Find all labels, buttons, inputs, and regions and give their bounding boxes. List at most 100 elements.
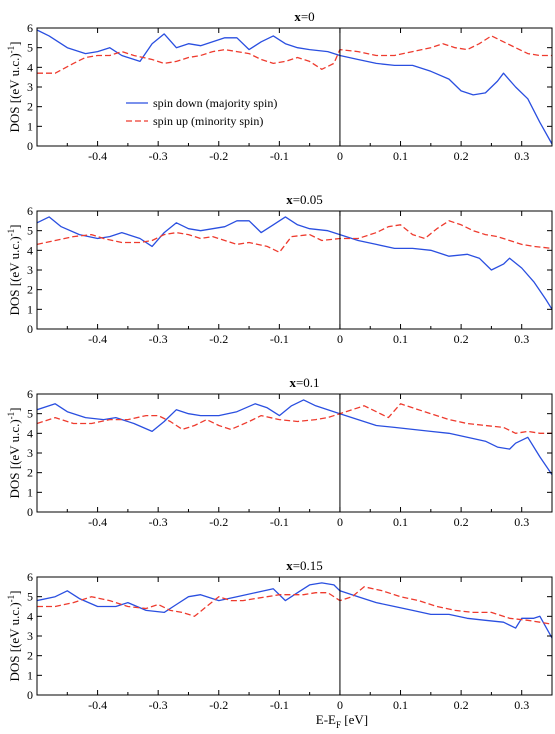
x-tick-label: 0.3	[514, 332, 529, 346]
x-axis-label-subscript: F	[336, 720, 341, 730]
spin-down-line	[37, 29, 552, 145]
x-tick-label: -0.4	[88, 149, 107, 163]
x-tick-label: -0.1	[270, 332, 289, 346]
x-tick-label: -0.2	[209, 149, 228, 163]
x-tick-label: -0.2	[209, 332, 228, 346]
y-tick-label: 6	[27, 570, 33, 584]
y-tick-label: 4	[27, 243, 33, 257]
plot-frame	[36, 393, 553, 513]
y-tick-label: 4	[27, 609, 33, 623]
y-tick-label: 6	[27, 387, 33, 401]
x-tick-label: -0.4	[88, 515, 107, 529]
x-tick-label: 0.1	[393, 698, 408, 712]
x-tick-label: -0.3	[149, 332, 168, 346]
spin-down-line	[37, 216, 552, 310]
y-tick-label: 4	[27, 60, 33, 74]
y-axis-label-close: ]	[7, 407, 22, 411]
y-axis-label: DOS [(eV u.c.)-1]	[6, 590, 22, 681]
dos-panel: -0.4 -0.3 -0.2 -0.1 0 0.1 0.2 0.3 0 1 2 3 4 5 6 x=0 DOS …	[6, 9, 553, 163]
dos-panel: -0.4 -0.3 -0.2 -0.1 0 0.1 0.2 0.3 0 1 2 3 4 5 6 x=0.1 DO…	[6, 375, 553, 529]
y-tick-label: 0	[27, 139, 33, 153]
x-tick-label: 0.2	[454, 149, 469, 163]
y-axis-label: DOS [(eV u.c.)-1]	[6, 224, 22, 315]
x-tick-label: -0.1	[270, 149, 289, 163]
y-tick-label: 2	[27, 466, 33, 480]
y-tick-label: 3	[27, 446, 33, 460]
panel-title: x=0.1	[289, 375, 319, 390]
y-axis-label-close: ]	[7, 590, 22, 594]
x-tick-label: 0.2	[454, 332, 469, 346]
y-tick-label: 0	[27, 505, 33, 519]
x-tick-label: -0.1	[270, 698, 289, 712]
x-tick-label: 0.3	[514, 149, 529, 163]
dos-panel: -0.4 -0.3 -0.2 -0.1 0 0.1 0.2 0.3 0 1 2 3 4 5 6 x=0.05 D…	[6, 192, 553, 346]
x-tick-label: 0	[337, 332, 343, 346]
panel-title: x=0.15	[286, 558, 323, 573]
y-tick-label: 6	[27, 21, 33, 35]
x-tick-label: 0.3	[514, 515, 529, 529]
y-tick-label: 1	[27, 485, 33, 499]
y-axis-label-main: DOS [(eV u.c.)	[7, 419, 22, 498]
x-tick-label: 0.1	[393, 149, 408, 163]
legend-label-spin-down: spin down (majority spin)	[153, 96, 277, 110]
plot-frame	[36, 210, 553, 330]
y-tick-label: 0	[27, 322, 33, 336]
x-tick-label: -0.4	[88, 332, 107, 346]
y-tick-label: 5	[27, 224, 33, 238]
legend: spin down (majority spin) spin up (minori…	[126, 96, 277, 128]
y-tick-label: 0	[27, 688, 33, 702]
y-tick-label: 2	[27, 649, 33, 663]
y-tick-label: 3	[27, 629, 33, 643]
y-axis-label-close: ]	[7, 224, 22, 228]
panel-title-value: =0.15	[293, 558, 323, 573]
x-axis-label-main: E-E	[316, 712, 336, 727]
x-tick-label: 0.1	[393, 332, 408, 346]
y-tick-label: 4	[27, 426, 33, 440]
panel-title-value: =0.05	[293, 192, 323, 207]
y-axis-label-main: DOS [(eV u.c.)	[7, 53, 22, 132]
y-tick-label: 1	[27, 119, 33, 133]
y-axis-label-main: DOS [(eV u.c.)	[7, 602, 22, 681]
x-tick-label: 0.2	[454, 515, 469, 529]
y-tick-label: 2	[27, 100, 33, 114]
y-tick-label: 6	[27, 204, 33, 218]
plot-frame	[36, 27, 553, 147]
x-tick-label: -0.2	[209, 515, 228, 529]
panel-title-variable: x	[289, 375, 296, 390]
y-tick-label: 5	[27, 407, 33, 421]
x-tick-label: -0.4	[88, 698, 107, 712]
spin-up-line	[37, 403, 552, 434]
x-tick-label: 0.3	[514, 698, 529, 712]
y-tick-label: 5	[27, 41, 33, 55]
spin-down-line	[37, 582, 552, 639]
x-tick-label: 0	[337, 515, 343, 529]
y-axis-label-main: DOS [(eV u.c.)	[7, 236, 22, 315]
y-tick-label: 1	[27, 668, 33, 682]
y-tick-label: 3	[27, 263, 33, 277]
spin-up-line	[37, 35, 552, 74]
y-axis-label-exponent: -1	[6, 46, 16, 54]
legend-label-spin-up: spin up (minority spin)	[153, 114, 263, 128]
panel-title-variable: x	[286, 192, 293, 207]
x-tick-label: -0.1	[270, 515, 289, 529]
panel-title: x=0.05	[286, 192, 323, 207]
y-axis-label: DOS [(eV u.c.)-1]	[6, 407, 22, 498]
spin-down-line	[37, 399, 552, 475]
y-axis-label-exponent: -1	[6, 412, 16, 420]
spin-up-line	[37, 586, 552, 625]
panel-title-value: =0.1	[296, 375, 320, 390]
y-axis-label-close: ]	[7, 41, 22, 45]
x-axis-label: E-EF [eV]	[316, 712, 368, 730]
panel-title-variable: x	[294, 9, 301, 24]
spin-up-line	[37, 220, 552, 253]
y-tick-label: 1	[27, 302, 33, 316]
x-tick-label: 0.1	[393, 515, 408, 529]
y-axis-label-exponent: -1	[6, 229, 16, 237]
x-tick-label: -0.2	[209, 698, 228, 712]
y-tick-label: 5	[27, 590, 33, 604]
dos-panel: -0.4 -0.3 -0.2 -0.1 0 0.1 0.2 0.3 0 1 2 3 4 5 6 x=0.15 D…	[6, 558, 553, 730]
x-tick-label: 0.2	[454, 698, 469, 712]
panel-title-value: =0	[301, 9, 315, 24]
panel-title: x=0	[294, 9, 314, 24]
